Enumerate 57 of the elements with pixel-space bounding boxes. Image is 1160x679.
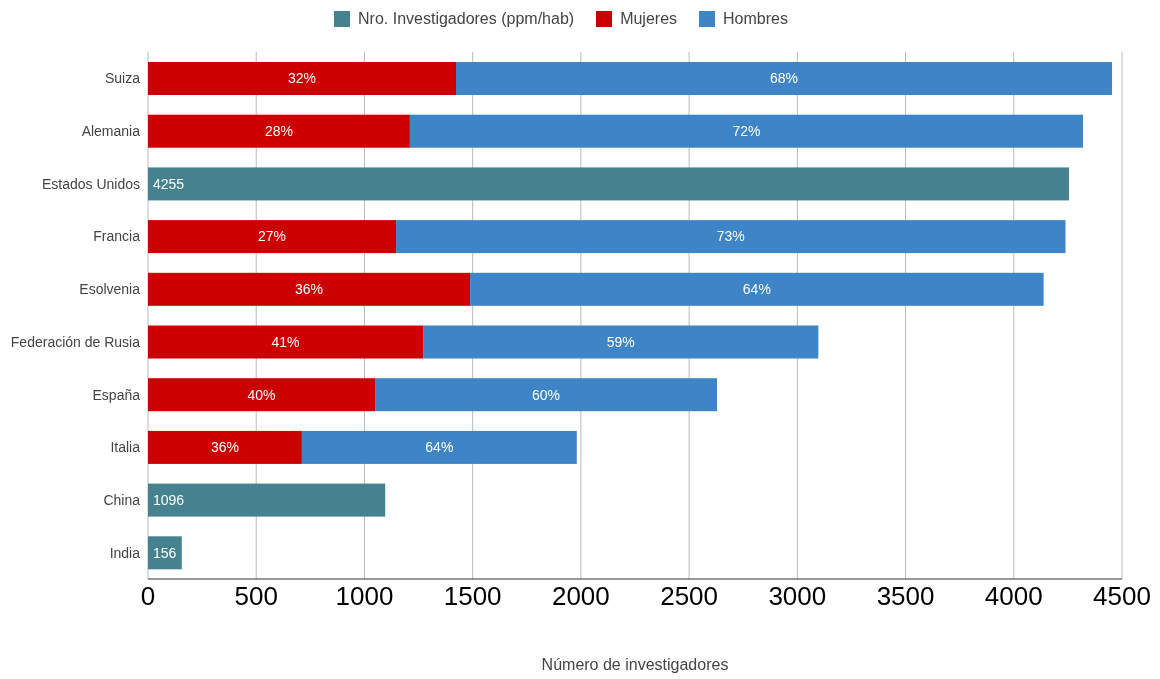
annotation: 27% [258,228,287,245]
annotation: 41% [271,333,300,350]
annotation: 36% [210,439,239,456]
bar [470,272,1044,306]
annotation: 68% [770,70,799,87]
annotation: 59% [606,333,635,350]
bar [301,430,577,464]
bar [148,325,424,359]
x-tick-label: 1500 [443,581,502,612]
bar [396,220,1066,254]
annotation: 60% [532,386,561,403]
bar [409,114,1084,148]
y-tick-label: Alemania [81,123,141,140]
bar [375,378,718,412]
x-tick-label: 2000 [551,581,610,612]
bar [148,272,471,306]
x-tick-label: 4500 [1093,581,1151,612]
y-tick-label: China [103,491,141,508]
bar [148,62,456,96]
annotation: 40% [247,386,276,403]
bar [456,62,1113,96]
bar [148,114,410,148]
y-tick-label: España [92,386,141,403]
x-tick-label: 2500 [660,581,719,612]
x-tick-label: 500 [234,581,278,612]
data-label: 4255 [153,175,185,192]
y-tick-label: Federación de Rusia [10,333,141,350]
x-tick-label: 4000 [984,581,1043,612]
legend-label: Hombres [722,10,788,28]
bar [148,430,302,464]
annotation: 28% [264,123,293,140]
annotation: 36% [295,281,324,298]
annotation: 64% [742,281,771,298]
x-tick-label: 3500 [876,581,935,612]
x-tick-label: 3000 [768,581,827,612]
x-tick-label: 1000 [335,581,394,612]
annotation: 32% [287,70,317,87]
y-tick-label: Suiza [104,70,141,87]
data-label: 1096 [153,492,185,509]
y-tick-label: Francia [93,228,141,245]
legend-label: Mujeres [619,10,678,28]
bar [148,483,386,517]
annotation: 64% [425,439,454,456]
y-tick-label: Italia [110,439,141,456]
bar [148,378,376,412]
bar [148,220,397,254]
x-tick-label: 0 [140,581,156,612]
data-label: 156 [153,544,177,561]
bar [148,167,1069,201]
y-tick-label: India [109,544,141,561]
annotation: 72% [732,123,761,140]
legend-label: Nro. Investigadores (ppm/hab) [357,10,575,28]
annotation: 73% [716,228,745,245]
x-axis-title: Número de investigadores [541,656,729,673]
y-tick-label: Esolvenia [79,281,141,298]
bar [423,325,819,359]
y-tick-label: Estados Unidos [41,175,140,192]
